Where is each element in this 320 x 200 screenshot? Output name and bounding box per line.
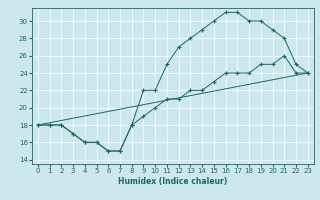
X-axis label: Humidex (Indice chaleur): Humidex (Indice chaleur) bbox=[118, 177, 228, 186]
